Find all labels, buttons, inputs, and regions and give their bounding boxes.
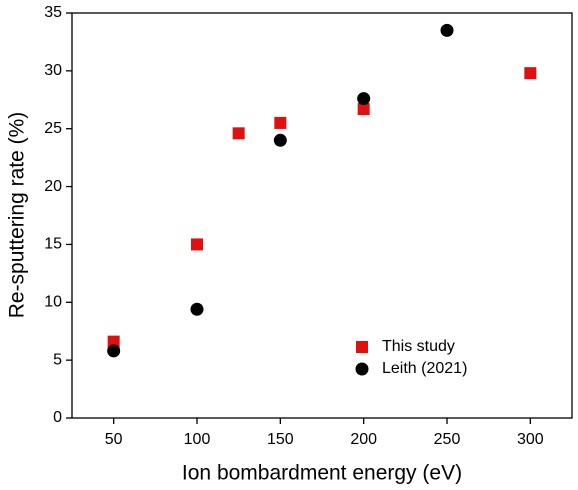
x-tick-label: 150 (267, 431, 294, 448)
x-tick-label: 200 (350, 431, 377, 448)
point (107, 344, 121, 358)
legend-label: This study (382, 338, 455, 355)
legend-label: Leith (2021) (382, 360, 467, 377)
point (357, 103, 370, 116)
plot-frame (71, 12, 573, 419)
point (357, 92, 371, 106)
y-tick-label: 10 (44, 294, 62, 311)
y-tick-label: 5 (53, 351, 62, 368)
point (273, 133, 287, 147)
y-tick-label: 25 (44, 120, 62, 137)
point (274, 116, 287, 129)
x-tick-label: 300 (517, 431, 544, 448)
point (190, 302, 204, 316)
point (524, 67, 537, 80)
point (440, 23, 454, 37)
y-tick-label: 20 (44, 178, 62, 195)
y-tick-label: 30 (44, 62, 62, 79)
y-axis-title: Re-sputtering rate (%) (6, 112, 29, 319)
x-tick-label: 100 (184, 431, 211, 448)
y-tick-label: 35 (44, 4, 62, 21)
point (107, 335, 120, 348)
point (191, 238, 203, 251)
point (232, 127, 245, 140)
y-tick-label: 15 (44, 236, 62, 253)
y-tick-label: 0 (53, 409, 62, 426)
legend-marker (356, 341, 368, 353)
x-axis-title: Ion bombardment energy (eV) (182, 462, 462, 485)
legend-marker (355, 362, 369, 376)
x-tick-label: 250 (434, 431, 461, 448)
x-tick-label: 50 (105, 431, 123, 448)
